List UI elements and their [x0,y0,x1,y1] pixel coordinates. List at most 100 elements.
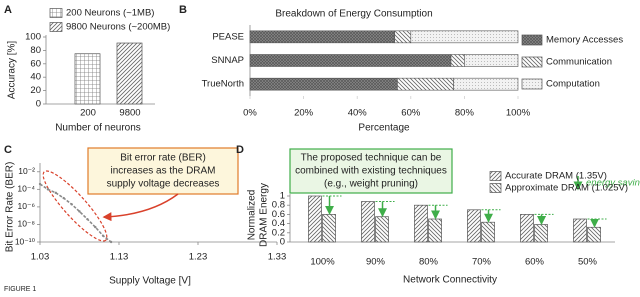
point [46,188,50,191]
bar [481,221,495,243]
line [39,183,112,243]
y-tick-label: 0 [280,237,285,248]
chart-title: Breakdown of Energy Consumption [275,9,432,20]
legend-swatch [489,171,502,181]
x-tick-label: 80% [419,257,439,268]
bar-segment [394,30,412,44]
legend-label: 200 Neurons (~1MB) [66,8,154,19]
y-tick-label: 10⁻² [18,166,35,176]
point [38,182,42,186]
bar-segment [410,30,519,44]
x-tick-label: 100% [310,257,335,268]
bar-segment [249,54,452,67]
bar [467,209,481,243]
y-axis-label: Bit Error Rate (BER) [5,162,16,253]
point [86,217,89,221]
y-tick-label: 0.6 [272,209,285,220]
x-axis-label: Network Connectivity [403,275,497,286]
y-tick-label: SNNAP [211,55,244,66]
y-tick-label: 10⁻⁶ [18,201,35,211]
x-axis-label: Supply Voltage [V] [109,276,191,287]
point [94,225,97,229]
y-tick-label: 0 [36,99,41,110]
legend-label: 9800 Neurons (~200MB) [66,22,170,33]
y-axis-label: Accuracy [%] [7,41,18,100]
x-tick-label: 200 [80,108,96,119]
legend-swatch [521,78,543,90]
bar [322,214,336,243]
x-tick-label: 70% [472,257,492,268]
x-axis-label: Percentage [358,123,410,134]
legend-swatch [521,34,543,46]
y-tick-label: 10⁻⁴ [17,184,35,194]
panel-letter: C [4,144,12,156]
bar [520,214,534,243]
y-tick-label: 1 [280,191,285,202]
bar [428,218,442,243]
x-tick-label: 60% [525,257,545,268]
bar [308,195,322,243]
y-axis-label: Normalized [247,190,258,241]
bar-segment [249,30,396,44]
x-tick-label: 0% [243,108,257,119]
y-tick-label: 40 [30,72,41,83]
y-tick-label: 20 [30,85,41,96]
x-tick-label: 80% [455,108,475,119]
y-tick-label: PEASE [212,31,244,42]
annotation: increases as the DRAM [110,166,215,177]
y-axis-label: DRAM Energy [259,183,270,247]
y-tick-label: 10⁻⁸ [17,219,35,229]
x-tick-label: 1.13 [110,252,129,263]
point [62,196,65,200]
legend-swatch [489,183,502,193]
figure-label: FIGURE 1 [4,286,36,293]
x-tick-label: 40% [348,108,368,119]
bar [414,204,428,243]
bar [116,42,143,105]
legend-swatch [49,8,63,18]
bar [587,226,601,243]
point [54,191,57,195]
bar-segment [464,54,519,67]
y-tick-label: 10⁻¹⁰ [15,236,36,246]
y-tick-label: 100 [25,32,41,43]
bar [534,224,548,243]
annotation: (e.g., weight pruning) [324,179,418,190]
x-tick-label: 60% [401,108,421,119]
legend-swatch [49,22,63,32]
legend-label: Approximate DRAM (1.025V) [505,183,628,194]
y-tick-label: 60 [30,58,41,69]
bar-segment [397,77,454,91]
annotation: combined with existing techniques [295,166,447,177]
bar-segment [249,77,398,91]
x-tick-label: 90% [366,257,386,268]
y-tick-label: 0.8 [272,200,285,211]
panel-letter: D [236,144,244,156]
annotation: supply voltage decreases [107,179,220,190]
point [102,234,105,238]
bar [573,218,587,243]
x-tick-label: 1.33 [268,252,287,263]
y-tick-label: 0.2 [272,227,285,238]
annotation-note: energy saving [586,178,640,189]
bar-segment [450,54,465,67]
point [70,203,73,206]
x-tick-label: 50% [578,257,598,268]
x-tick-label: 9800 [119,108,140,119]
y-tick-label: 80 [30,45,41,56]
x-tick-label: 1.03 [31,252,50,263]
x-tick-label: 100% [506,108,531,119]
callout-box [289,148,453,194]
bar-segment [453,77,519,91]
bar [361,201,375,243]
bar [74,53,101,105]
point [78,210,81,213]
callout-box [87,147,239,195]
x-tick-label: 1.23 [189,252,208,263]
legend-label: Accurate DRAM (1.35V) [505,171,607,182]
annotation: The proposed technique can be [301,153,442,164]
bar [375,216,389,243]
y-tick-label: TrueNorth [202,79,244,90]
